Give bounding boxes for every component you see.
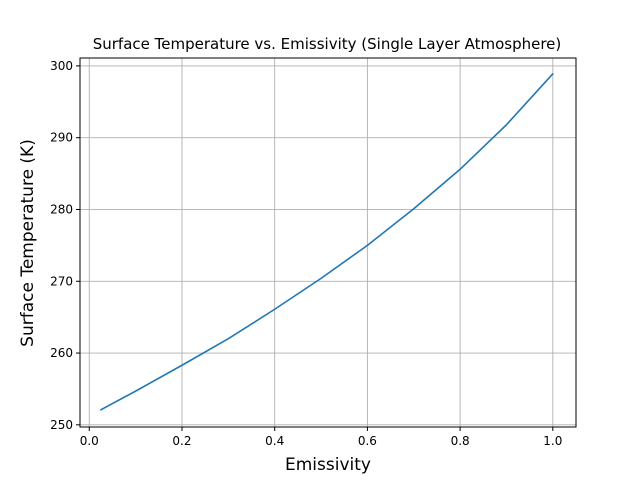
grid-layer xyxy=(80,58,576,427)
plot-frame xyxy=(79,57,577,428)
y-tick-label: 290 xyxy=(50,131,73,145)
y-tick-label: 280 xyxy=(50,202,73,216)
x-tick-label: 0.4 xyxy=(265,434,284,448)
x-tick-label: 0.6 xyxy=(358,434,377,448)
y-axis-label: Surface Temperature (K) xyxy=(18,139,38,347)
x-axis-label: Emissivity xyxy=(285,455,371,475)
tick-layer: 0.0 0.2 0.4 0.6 0.8 1.0 250 260 270 280 290 300 xyxy=(50,59,562,448)
x-tick-label: 0.8 xyxy=(451,434,470,448)
y-tick-label: 300 xyxy=(50,59,73,73)
series-line xyxy=(100,72,554,411)
plot-layer xyxy=(100,72,554,411)
x-tick-label: 0.2 xyxy=(172,434,191,448)
y-tick-label: 270 xyxy=(50,274,73,288)
chart-title: Surface Temperature vs. Emissivity (Sing… xyxy=(93,35,562,53)
y-tick-label: 260 xyxy=(50,346,73,360)
x-tick-label: 0.0 xyxy=(80,434,99,448)
y-tick-label: 250 xyxy=(50,418,73,432)
x-tick-label: 1.0 xyxy=(543,434,562,448)
